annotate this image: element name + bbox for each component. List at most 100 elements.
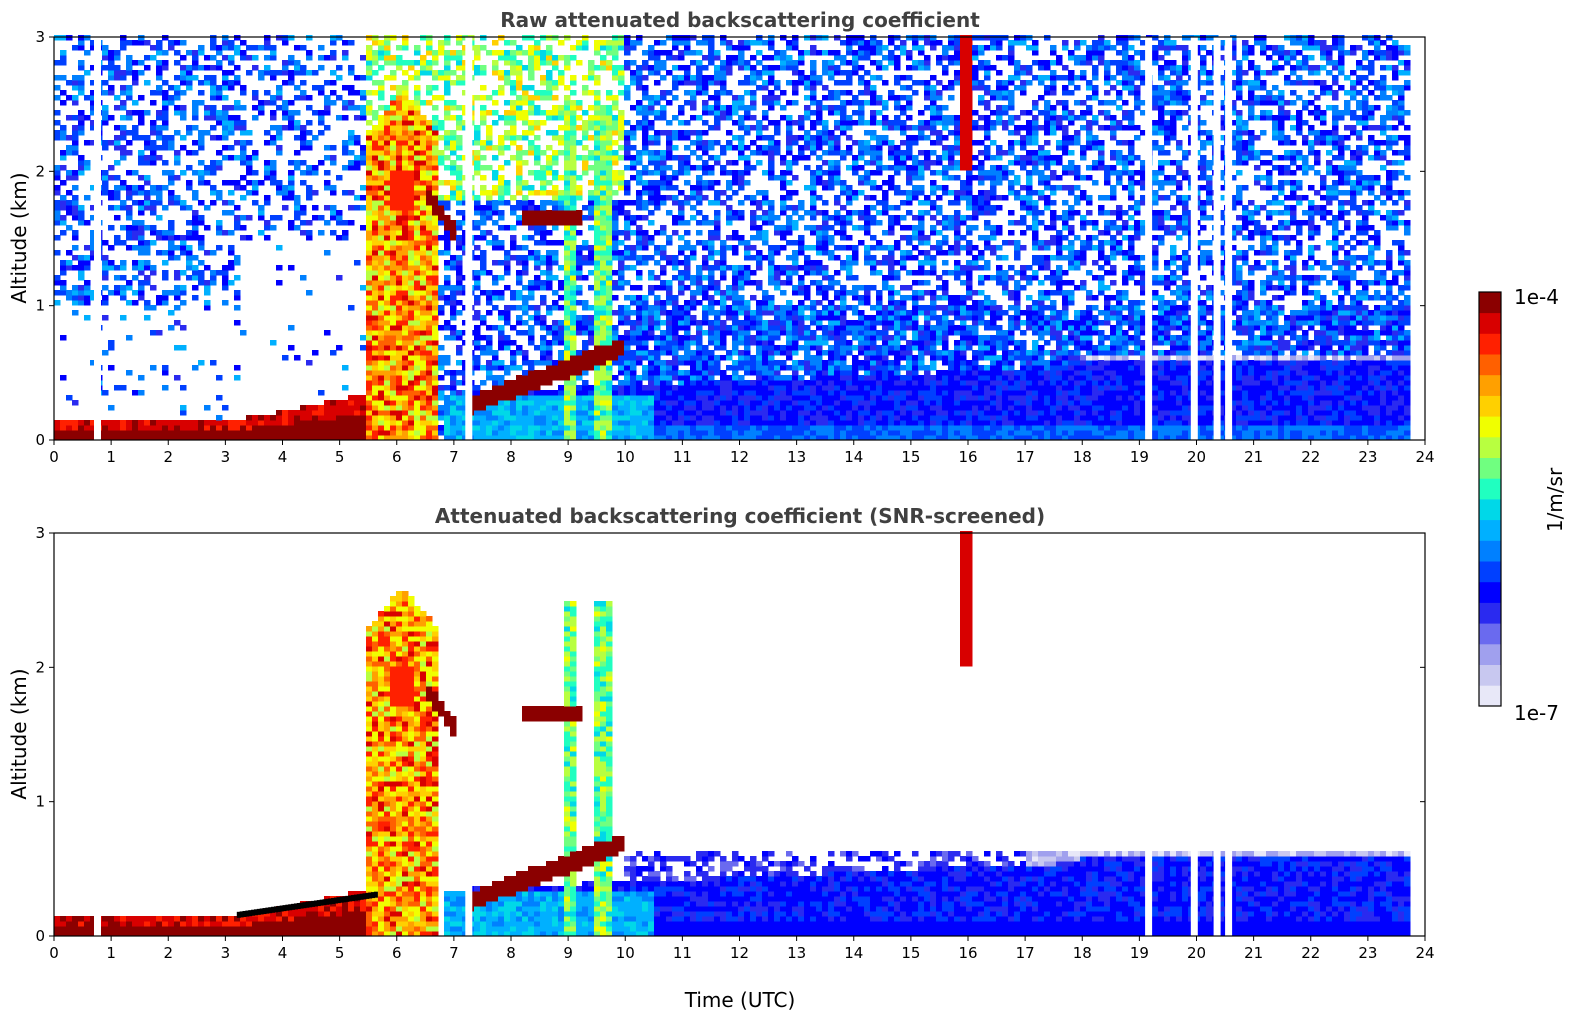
panel2-xtick-label: 24 <box>1415 944 1434 962</box>
panel1-xtick-label: 3 <box>221 448 231 466</box>
panel2-data-gap <box>1225 533 1233 936</box>
panel1-xtick-label: 11 <box>673 448 692 466</box>
panel1-ytick-label: 0 <box>35 431 45 449</box>
panel2-xtick-label: 3 <box>221 944 231 962</box>
panel1-xtick-label: 12 <box>730 448 749 466</box>
panel1-xtick-label: 18 <box>1073 448 1092 466</box>
panel2-data-gap <box>465 533 473 936</box>
panel1-xtick-label: 17 <box>1016 448 1035 466</box>
colorbar-segment <box>1479 292 1501 314</box>
panel2-xlabel: Time (UTC) <box>684 988 796 1012</box>
panel1-ytick-label: 1 <box>35 297 45 315</box>
panel1-xtick-label: 20 <box>1187 448 1206 466</box>
panel2-xtick-label: 18 <box>1073 944 1092 962</box>
panel2-title: Attenuated backscattering coefficient (S… <box>435 504 1045 528</box>
panel2-plot: 0 1 2 3 4 5 6 7 8 9 10 11 12 13 14 15 16 17 18 19 20 21 22 23 24… <box>35 524 1434 962</box>
panel1-plot: 0 1 2 3 4 5 6 7 8 9 10 11 12 13 14 15 16 17 18 19 20 21 22 23 24… <box>35 28 1434 466</box>
colorbar-segment <box>1479 643 1501 665</box>
colorbar-segment <box>1479 333 1501 355</box>
panel1-xtick-label: 19 <box>1130 448 1149 466</box>
panel2-xtick-label: 20 <box>1187 944 1206 962</box>
panel1-xtick-label: 6 <box>392 448 402 466</box>
colorbar-segment <box>1479 623 1501 645</box>
panel2-field <box>54 531 1411 937</box>
panel1-title: Raw attenuated backscattering coefficien… <box>500 8 980 32</box>
colorbar-segment <box>1479 602 1501 624</box>
panel1-xtick-label: 5 <box>335 448 345 466</box>
panel1-field <box>54 35 1411 441</box>
panel2-xtick-label: 13 <box>787 944 806 962</box>
panel1-xtick-label: 23 <box>1358 448 1377 466</box>
panel2-xtick-label: 5 <box>335 944 345 962</box>
panel1-xtick-label: 14 <box>844 448 863 466</box>
colorbar-max-label: 1e-4 <box>1514 285 1559 309</box>
panel1-xtick-label: 4 <box>278 448 288 466</box>
panel1-ylabel: Altitude (km) <box>7 172 31 303</box>
colorbar-label: 1/m/sr <box>1543 467 1567 532</box>
panel1-data-gap <box>1145 37 1153 440</box>
colorbar-segment <box>1479 685 1501 707</box>
colorbar-segment <box>1479 312 1501 334</box>
panel2-ytick-label: 3 <box>35 524 45 542</box>
panel1-data-gap <box>94 37 101 440</box>
colorbar-segment <box>1479 374 1501 396</box>
panel1-xtick-label: 1 <box>106 448 116 466</box>
panel2-xtick-label: 21 <box>1244 944 1263 962</box>
panel2-xtick-label: 6 <box>392 944 402 962</box>
panel1-xtick-label: 21 <box>1244 448 1263 466</box>
panel2-xtick-label: 15 <box>901 944 920 962</box>
colorbar <box>1478 291 1502 707</box>
panel1-ytick-label: 3 <box>35 28 45 46</box>
panel2-data-gap <box>94 533 101 936</box>
colorbar-segment <box>1479 581 1501 603</box>
panel2-xtick-label: 2 <box>163 944 173 962</box>
colorbar-segment <box>1479 436 1501 458</box>
panel1-xtick-label: 16 <box>958 448 977 466</box>
panel2-data-gap <box>1190 533 1198 936</box>
colorbar-segment <box>1479 499 1501 521</box>
panel2-xtick-label: 11 <box>673 944 692 962</box>
panel2-data-gap <box>1213 533 1221 936</box>
colorbar-segment <box>1479 478 1501 500</box>
panel2-xtick-label: 19 <box>1130 944 1149 962</box>
panel1-data-gap <box>465 37 473 440</box>
panel2-xtick-label: 0 <box>49 944 59 962</box>
panel1-xtick-label: 22 <box>1301 448 1320 466</box>
panel2-xtick-label: 7 <box>449 944 459 962</box>
panel1-xtick-label: 0 <box>49 448 59 466</box>
panel2-xtick-label: 9 <box>563 944 573 962</box>
colorbar-min-label: 1e-7 <box>1514 701 1559 725</box>
panel1-xtick-label: 2 <box>163 448 173 466</box>
panel1-data-gap <box>1213 37 1221 440</box>
panel1-xtick-label: 13 <box>787 448 806 466</box>
panel2-xtick-label: 16 <box>958 944 977 962</box>
panel2-ylabel: Altitude (km) <box>7 668 31 799</box>
colorbar-segment <box>1479 664 1501 686</box>
panel1-data-gap <box>1225 37 1233 440</box>
panel1-xtick-label: 15 <box>901 448 920 466</box>
panel2-xtick-label: 12 <box>730 944 749 962</box>
colorbar-segment <box>1479 561 1501 583</box>
colorbar-segment <box>1479 540 1501 562</box>
panel1-ytick-label: 2 <box>35 162 45 180</box>
panel2-ytick-label: 1 <box>35 793 45 811</box>
panel2-xtick-label: 4 <box>278 944 288 962</box>
panel2-xtick-label: 23 <box>1358 944 1377 962</box>
panel1-xtick-label: 9 <box>563 448 573 466</box>
panel1-data-gap <box>1190 37 1198 440</box>
panel2-xtick-label: 8 <box>506 944 516 962</box>
panel2-ytick-label: 2 <box>35 658 45 676</box>
colorbar-segment <box>1479 395 1501 417</box>
panel1-xtick-label: 24 <box>1415 448 1434 466</box>
panel2-data-gap <box>1145 533 1153 936</box>
panel1-xtick-label: 10 <box>616 448 635 466</box>
colorbar-segment <box>1479 416 1501 438</box>
panel2-xtick-label: 14 <box>844 944 863 962</box>
panel2-xtick-label: 1 <box>106 944 116 962</box>
panel2-xtick-label: 17 <box>1016 944 1035 962</box>
panel2-ytick-label: 0 <box>35 927 45 945</box>
colorbar-segment <box>1479 354 1501 376</box>
panel1-xtick-label: 8 <box>506 448 516 466</box>
panel2-xtick-label: 10 <box>616 944 635 962</box>
